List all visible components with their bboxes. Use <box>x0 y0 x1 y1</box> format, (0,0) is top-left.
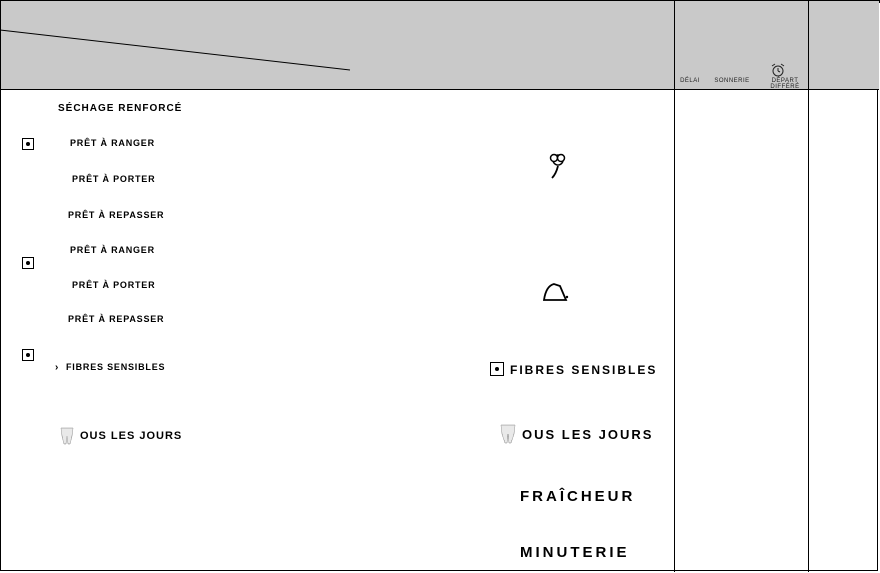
delicate-icon-right <box>490 362 504 376</box>
left-sensitive[interactable]: FIBRES SENSIBLES <box>66 362 165 372</box>
synth-selector-icon[interactable] <box>22 257 34 269</box>
right-fresh[interactable]: FRAÎCHEUR <box>520 488 635 505</box>
synthetic-icon <box>540 280 570 304</box>
vline-1 <box>674 1 675 572</box>
chevron-icon: › <box>55 362 58 373</box>
g2-pret-ranger[interactable]: PRÊT À RANGER <box>70 245 155 255</box>
g2-pret-porter[interactable]: PRÊT À PORTER <box>72 280 155 290</box>
cotton-icon <box>545 152 571 182</box>
g2-pret-repasser[interactable]: PRÊT À REPASSER <box>68 314 164 324</box>
cotton-selector-icon[interactable] <box>22 138 34 150</box>
header-diagonal <box>0 0 880 90</box>
right-timer[interactable]: MINUTERIE <box>520 544 630 561</box>
g1-pret-ranger[interactable]: PRÊT À RANGER <box>70 138 155 148</box>
right-sensitive[interactable]: FIBRES SENSIBLES <box>510 363 657 377</box>
left-daily[interactable]: OUS LES JOURS <box>80 430 182 442</box>
hdr-delay-label: DÉLAI <box>670 78 710 84</box>
heading-left: SÉCHAGE RENFORCÉ <box>58 103 182 114</box>
clock-icon <box>770 62 786 78</box>
right-daily[interactable]: OUS LES JOURS <box>522 427 653 442</box>
g1-pret-repasser[interactable]: PRÊT À REPASSER <box>68 210 164 220</box>
jeans-icon-right <box>498 423 518 445</box>
delicate-selector-icon[interactable] <box>22 349 34 361</box>
hdr-delaystart-label: DÉPART DIFFÉRÉ <box>760 78 810 90</box>
jeans-icon-left <box>58 426 76 446</box>
hdr-buzzer-label: SONNERIE <box>712 78 752 84</box>
g1-pret-porter[interactable]: PRÊT À PORTER <box>72 174 155 184</box>
